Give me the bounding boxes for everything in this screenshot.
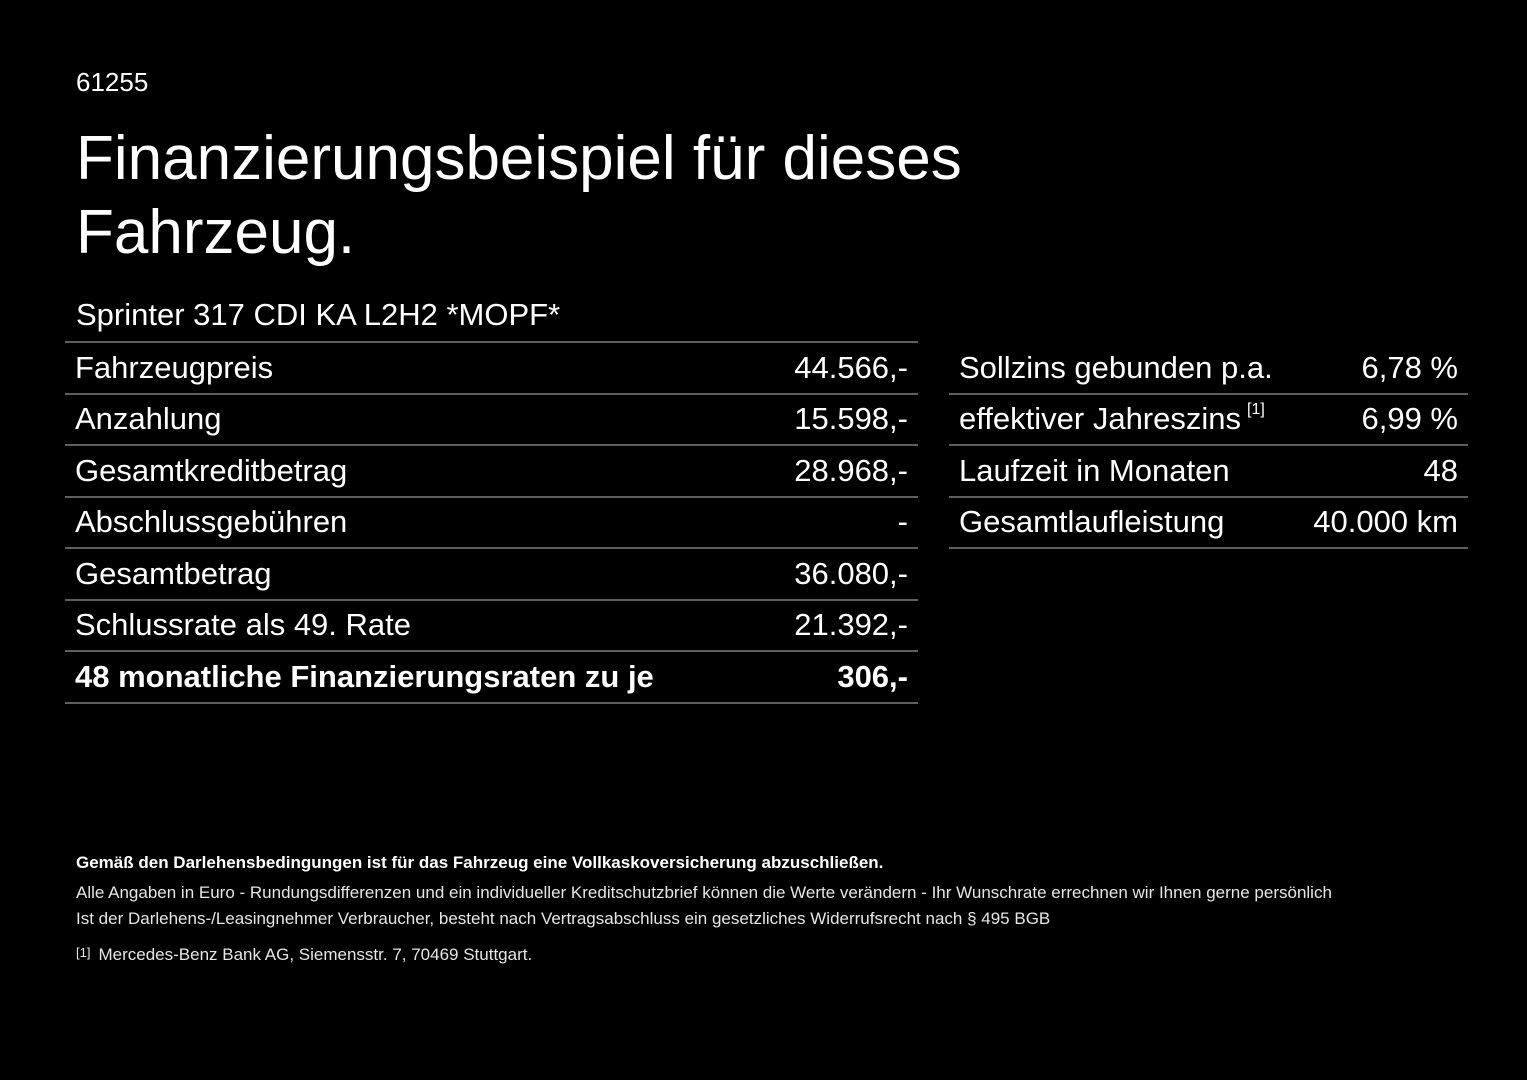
row-label: Schlussrate als 49. Rate bbox=[75, 607, 412, 643]
footnote: [1] Mercedes-Benz Bank AG, Siemensstr. 7,… bbox=[76, 945, 532, 965]
page-title: Finanzierungsbeispiel für dieses Fahrzeu… bbox=[76, 124, 962, 267]
row-label: Anzahlung bbox=[75, 401, 222, 437]
row-value: 40.000 km bbox=[1313, 504, 1458, 540]
row-value: 306,- bbox=[837, 658, 908, 694]
table-row: Abschlussgebühren - bbox=[65, 498, 918, 549]
row-value: 36.080,- bbox=[794, 555, 908, 591]
row-value: - bbox=[897, 504, 908, 540]
row-label: effektiver Jahreszins bbox=[959, 401, 1241, 437]
row-label: Abschlussgebühren bbox=[75, 504, 348, 540]
footnote-marker: [1] bbox=[1247, 401, 1265, 419]
table-row: effektiver Jahreszins [1] 6,99 % bbox=[949, 395, 1468, 446]
table-row: Gesamtbetrag 36.080,- bbox=[65, 549, 918, 601]
row-label: Laufzeit in Monaten bbox=[959, 452, 1230, 488]
row-value: 48 bbox=[1423, 452, 1458, 488]
row-value: 21.392,- bbox=[794, 607, 908, 643]
table-row: Gesamtkreditbetrag 28.968,- bbox=[65, 446, 918, 498]
row-value: 6,99 % bbox=[1361, 401, 1458, 437]
vehicle-model: Sprinter 317 CDI KA L2H2 *MOPF* bbox=[76, 297, 561, 332]
disclaimer: Alle Angaben in Euro - Rundungsdifferenz… bbox=[76, 883, 1332, 902]
table-row: Gesamtlaufleistung 40.000 km bbox=[949, 498, 1468, 549]
monthly-rate-row: 48 monatliche Finanzierungsraten zu je 30… bbox=[65, 652, 918, 704]
terms-table: Sollzins gebunden p.a. 6,78 % effektiver … bbox=[949, 343, 1468, 549]
row-label: Fahrzeugpreis bbox=[75, 349, 274, 385]
offer-id: 61255 bbox=[76, 67, 149, 97]
row-value: 28.968,- bbox=[794, 452, 908, 488]
table-row: Fahrzeugpreis 44.566,- bbox=[65, 343, 918, 395]
row-label: Sollzins gebunden p.a. bbox=[959, 349, 1273, 385]
footnote-ref: [1] bbox=[76, 945, 91, 960]
table-row: Schlussrate als 49. Rate 21.392,- bbox=[65, 601, 918, 652]
insurance-note: Gemäß den Darlehensbedingungen ist für d… bbox=[76, 853, 884, 872]
row-value: 15.598,- bbox=[794, 401, 908, 437]
withdrawal-note: Ist der Darlehens-/Leasingnehmer Verbrau… bbox=[76, 909, 1051, 928]
row-label: Gesamtkreditbetrag bbox=[75, 452, 348, 488]
table-row: Sollzins gebunden p.a. 6,78 % bbox=[949, 343, 1468, 395]
row-label: Gesamtbetrag bbox=[75, 555, 272, 591]
table-row: Laufzeit in Monaten 48 bbox=[949, 446, 1468, 498]
row-label: Gesamtlaufleistung bbox=[959, 504, 1225, 540]
footnote-text: Mercedes-Benz Bank AG, Siemensstr. 7, 70… bbox=[98, 945, 533, 964]
financing-table: Fahrzeugpreis 44.566,- Anzahlung 15.598,- … bbox=[65, 341, 918, 704]
table-row: Anzahlung 15.598,- bbox=[65, 395, 918, 446]
row-value: 6,78 % bbox=[1361, 349, 1458, 385]
row-value: 44.566,- bbox=[794, 349, 908, 385]
row-label: 48 monatliche Finanzierungsraten zu je bbox=[75, 658, 654, 694]
